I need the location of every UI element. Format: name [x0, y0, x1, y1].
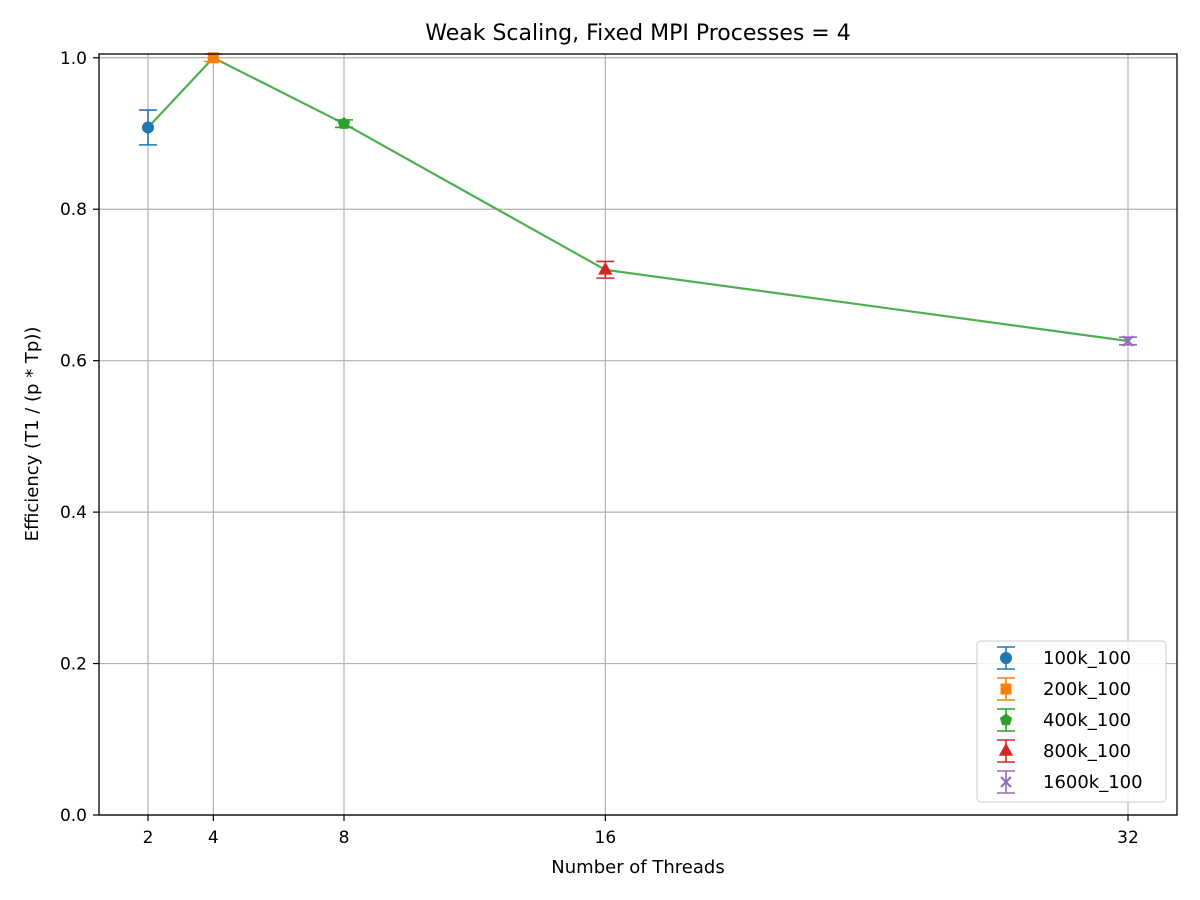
- x-axis-label: Number of Threads: [551, 857, 724, 878]
- x-tick-label: 8: [339, 828, 350, 848]
- legend-label: 400k_100: [1043, 710, 1131, 731]
- legend-item: 400k_100: [997, 708, 1131, 732]
- legend-box: [976, 640, 1167, 803]
- legend-item: 1600k_100: [997, 770, 1143, 794]
- marker-circle: [142, 121, 154, 134]
- series-800k_100: [596, 260, 615, 279]
- legend-item: 100k_100: [997, 646, 1131, 670]
- series-100k_100: [139, 109, 157, 146]
- marker-triangle: [998, 743, 1014, 756]
- legend-item: 200k_100: [997, 677, 1131, 701]
- y-axis-ticks: 0.0 0.2 0.4 0.6 0.8 1.0: [60, 49, 99, 826]
- y-tick-label: 0.8: [60, 200, 87, 220]
- y-tick-label: 0.6: [60, 352, 87, 372]
- marker-circle: [1000, 652, 1012, 664]
- series-400k_100: [335, 117, 353, 129]
- series-1600k_100: [1119, 335, 1137, 347]
- marker-x: [1122, 335, 1134, 347]
- y-tick-label: 0.4: [60, 503, 87, 523]
- trend-line-layer: [147, 56, 1129, 343]
- marker-square: [1000, 683, 1012, 695]
- plot-area-frame: [98, 53, 1178, 816]
- x-tick-label: 32: [1117, 828, 1139, 848]
- legend: 100k_100 200k_100 400k_100 800k_100 1600k_10…: [976, 640, 1167, 803]
- chart-title: Weak Scaling, Fixed MPI Processes = 4: [425, 21, 850, 46]
- x-axis-ticks: 2 4 8 16 32: [143, 815, 1139, 848]
- legend-label: 800k_100: [1043, 741, 1131, 762]
- x-tick-label: 16: [595, 828, 617, 848]
- y-tick-label: 0.2: [60, 655, 87, 675]
- marker-x: [1000, 776, 1012, 788]
- legend-label: 100k_100: [1043, 648, 1131, 669]
- marker-pentagon: [999, 713, 1013, 726]
- marker-square: [207, 52, 219, 64]
- legend-item: 800k_100: [997, 739, 1131, 763]
- x-tick-label: 2: [143, 828, 154, 848]
- x-tick-label: 4: [208, 828, 219, 848]
- marker-triangle: [598, 261, 613, 275]
- y-tick-label: 1.0: [60, 49, 87, 69]
- trend-line: [147, 56, 1129, 343]
- legend-label: 1600k_100: [1043, 772, 1143, 793]
- y-axis-label: Efficiency (T1 / (p * Tp)): [22, 327, 43, 542]
- y-tick-label: 0.0: [60, 806, 87, 826]
- legend-label: 200k_100: [1043, 679, 1131, 700]
- marker-pentagon: [337, 117, 351, 129]
